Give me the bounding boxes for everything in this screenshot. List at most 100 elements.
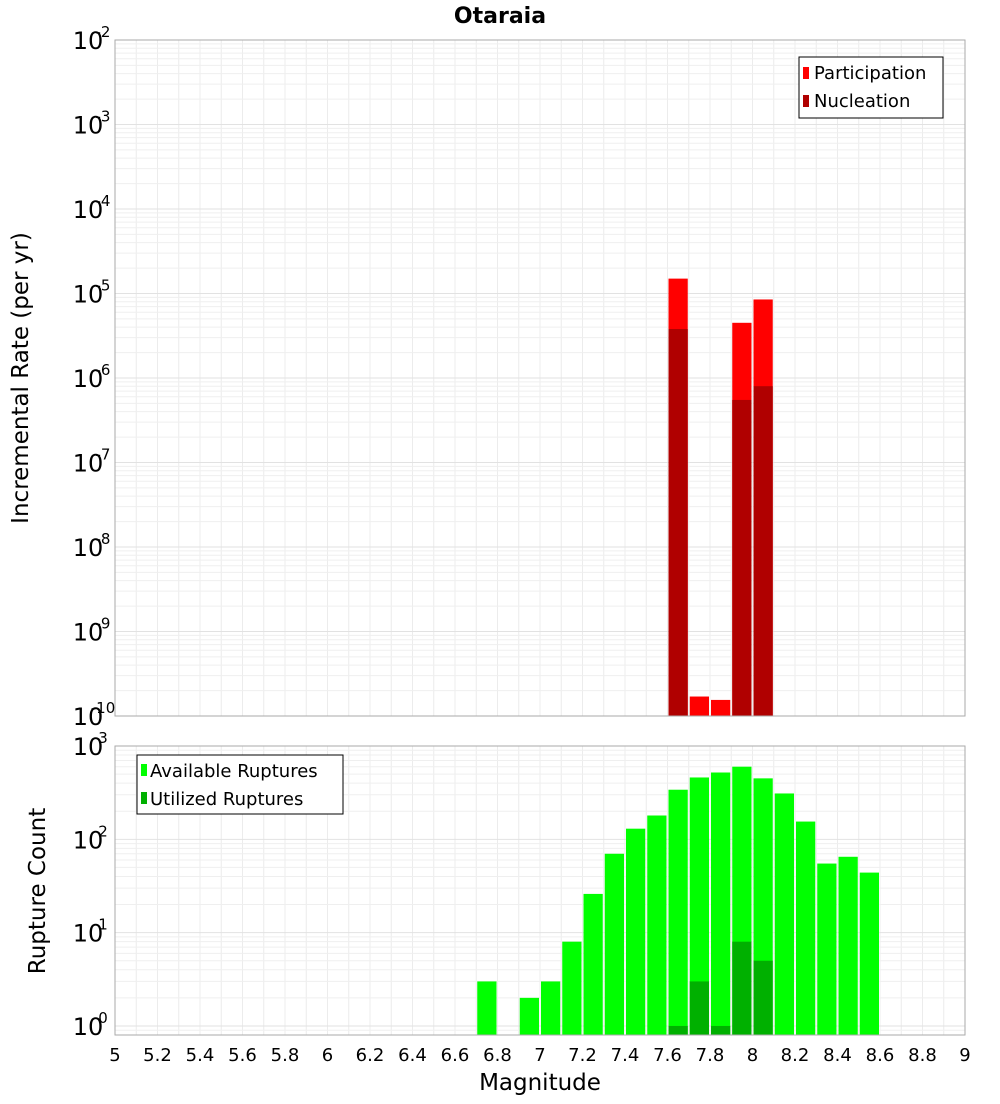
svg-text:-10: -10 <box>91 699 116 717</box>
svg-text:10: 10 <box>73 534 104 562</box>
available-ruptures-bar <box>626 828 646 1035</box>
y-tick-label: 10-3 <box>73 108 111 140</box>
y-tick-label: 10-9 <box>73 615 111 647</box>
svg-text:1: 1 <box>98 916 108 934</box>
rate-legend: Participation Nucleation <box>798 56 944 119</box>
x-tick-label: 8.4 <box>823 1045 852 1066</box>
svg-text:-8: -8 <box>96 530 111 548</box>
y-tick-label: 10-2 <box>73 23 111 55</box>
svg-text:0: 0 <box>98 1009 108 1027</box>
x-tick-label: 7 <box>534 1045 545 1066</box>
utilized-ruptures-bar <box>668 1025 688 1035</box>
x-tick-label: 6.2 <box>356 1045 385 1066</box>
nucleation-bar <box>732 399 752 716</box>
available-ruptures-bar <box>647 815 667 1035</box>
x-tick-label: 8.2 <box>781 1045 810 1066</box>
svg-text:10: 10 <box>73 450 104 478</box>
svg-text:10: 10 <box>73 365 104 393</box>
y-tick-label: 100 <box>73 1009 108 1041</box>
svg-text:10: 10 <box>73 703 104 731</box>
chart-title: Otaraia <box>454 4 546 29</box>
x-tick-label: 5.8 <box>271 1045 300 1066</box>
x-tick-label: 7.8 <box>696 1045 725 1066</box>
y-tick-label: 10-4 <box>73 192 111 224</box>
available-ruptures-bar <box>604 853 624 1035</box>
available-ruptures-bar <box>583 893 603 1035</box>
svg-text:-7: -7 <box>96 446 111 464</box>
y-tick-label: 10-7 <box>73 446 111 478</box>
x-tick-label: 5.6 <box>228 1045 257 1066</box>
utilized-ruptures-bar <box>732 941 752 1035</box>
utilized-ruptures-bar <box>689 981 709 1035</box>
svg-text:10: 10 <box>73 920 104 948</box>
x-tick-label: 6.6 <box>441 1045 470 1066</box>
participation-legend-swatch <box>803 67 809 79</box>
available-ruptures-bar <box>838 856 858 1035</box>
y-tick-label: 101 <box>73 916 108 948</box>
utilized-legend-label: Utilized Ruptures <box>150 789 303 810</box>
nucleation-legend-swatch <box>803 95 809 107</box>
x-tick-label: 8.6 <box>866 1045 895 1066</box>
count-bars <box>477 766 879 1035</box>
available-ruptures-bar <box>689 777 709 1035</box>
x-tick-label: 8.8 <box>908 1045 937 1066</box>
svg-text:10: 10 <box>73 112 104 140</box>
available-legend-swatch <box>141 764 147 776</box>
rate-grid <box>114 39 966 717</box>
y-tick-label: 10-10 <box>73 699 116 731</box>
svg-text:10: 10 <box>73 27 104 55</box>
y-tick-label: 102 <box>73 822 108 854</box>
y-tick-label: 10-5 <box>73 277 111 309</box>
participation-bar <box>689 696 709 716</box>
svg-text:-6: -6 <box>96 361 111 379</box>
available-ruptures-bar <box>477 981 497 1035</box>
available-ruptures-bar <box>668 789 688 1035</box>
x-tick-label: 6 <box>322 1045 333 1066</box>
available-ruptures-bar <box>774 793 794 1035</box>
nucleation-bar <box>668 329 688 716</box>
utilized-ruptures-bar <box>753 960 773 1035</box>
svg-text:-4: -4 <box>96 192 111 210</box>
svg-text:10: 10 <box>73 733 104 761</box>
svg-text:10: 10 <box>73 1013 104 1041</box>
available-ruptures-bar <box>519 997 539 1035</box>
y-tick-label: 10-6 <box>73 361 111 393</box>
x-tick-label: 5.4 <box>186 1045 215 1066</box>
svg-text:10: 10 <box>73 826 104 854</box>
rate-plot-frame <box>114 39 966 717</box>
x-tick-label: 9 <box>959 1045 970 1066</box>
x-axis-label: Magnitude <box>479 1070 601 1096</box>
available-ruptures-bar <box>817 863 837 1035</box>
svg-text:2: 2 <box>98 822 108 840</box>
rate-panel: Otaraia 10-1010-910-810-710-610-510-410-… <box>8 4 966 731</box>
count-legend-box <box>136 754 344 815</box>
svg-text:10: 10 <box>73 619 104 647</box>
available-ruptures-bar <box>796 821 816 1035</box>
svg-text:10: 10 <box>73 196 104 224</box>
x-tick-label: 7.2 <box>568 1045 597 1066</box>
utilized-legend-swatch <box>141 792 147 804</box>
x-tick-label: 7.4 <box>611 1045 640 1066</box>
svg-text:3: 3 <box>98 729 108 747</box>
x-tick-label: 6.8 <box>483 1045 512 1066</box>
count-legend: Available Ruptures Utilized Ruptures <box>136 754 344 815</box>
nucleation-bar <box>753 386 773 716</box>
count-plot-frame <box>114 745 966 1036</box>
participation-bar <box>711 699 731 716</box>
magnitude-x-ticks: 5 5.2 5.4 5.6 5.8 6 6.2 6.4 6.6 6.8 7 7.2 7.4 7.6 7.8 8… <box>109 1045 970 1066</box>
svg-text:-9: -9 <box>96 615 111 633</box>
x-tick-label: 6.4 <box>398 1045 427 1066</box>
x-tick-label: 8 <box>747 1045 758 1066</box>
available-ruptures-bar <box>859 872 879 1035</box>
utilized-ruptures-bar <box>711 1025 731 1035</box>
x-tick-label: 7.6 <box>653 1045 682 1066</box>
svg-text:-2: -2 <box>96 23 111 41</box>
rate-bars <box>668 278 773 716</box>
available-ruptures-bar <box>562 941 582 1035</box>
svg-text:10: 10 <box>73 281 104 309</box>
nucleation-legend-label: Nucleation <box>814 91 910 112</box>
